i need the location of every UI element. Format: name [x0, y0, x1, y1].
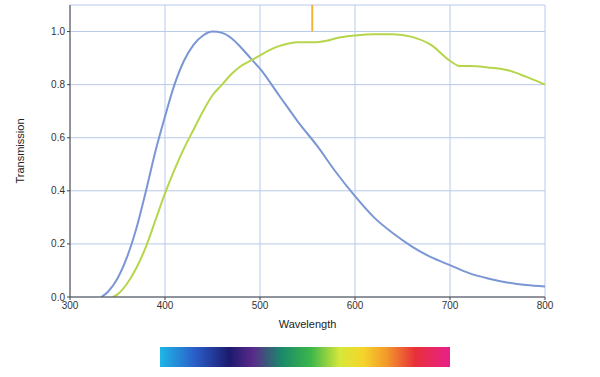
- svg-text:1.0: 1.0: [51, 26, 65, 37]
- svg-text:500: 500: [252, 300, 269, 311]
- svg-text:0.2: 0.2: [51, 238, 65, 249]
- svg-text:Transmission: Transmission: [14, 119, 26, 184]
- svg-text:700: 700: [442, 300, 459, 311]
- svg-text:800: 800: [537, 300, 554, 311]
- svg-text:Wavelength: Wavelength: [279, 318, 337, 330]
- svg-text:0.4: 0.4: [51, 185, 65, 196]
- svg-text:600: 600: [347, 300, 364, 311]
- svg-text:0.0: 0.0: [51, 292, 65, 303]
- svg-text:0.6: 0.6: [51, 132, 65, 143]
- svg-text:300: 300: [61, 300, 79, 312]
- svg-text:0.8: 0.8: [51, 79, 65, 90]
- svg-text:400: 400: [157, 300, 174, 311]
